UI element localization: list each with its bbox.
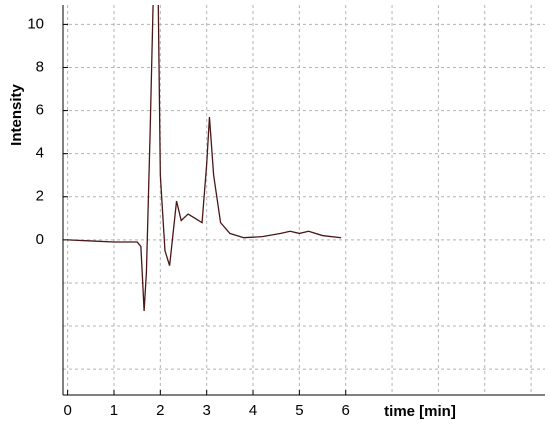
y-axis-label: Intensity: [8, 84, 25, 146]
grid: [63, 5, 545, 395]
x-tick-label: 6: [342, 402, 350, 419]
x-tick-label: 4: [249, 402, 257, 419]
x-tick-label: 2: [156, 402, 164, 419]
plot: [67, 5, 342, 312]
x-tick-label: 0: [63, 402, 71, 419]
y-tick-label: 6: [36, 102, 44, 119]
y-tick-label: 10: [27, 15, 44, 32]
y-tick-label: 2: [36, 188, 44, 205]
data-line: [67, 5, 342, 312]
y-tick-label: 4: [36, 145, 44, 162]
x-tick-label: 5: [295, 402, 303, 419]
x-tick-label: 3: [203, 402, 211, 419]
x-tick-label: 1: [110, 402, 118, 419]
y-tick-label: 8: [36, 58, 44, 75]
x-axis-label: time [min]: [384, 403, 456, 420]
y-tick-label: 0: [36, 231, 44, 248]
